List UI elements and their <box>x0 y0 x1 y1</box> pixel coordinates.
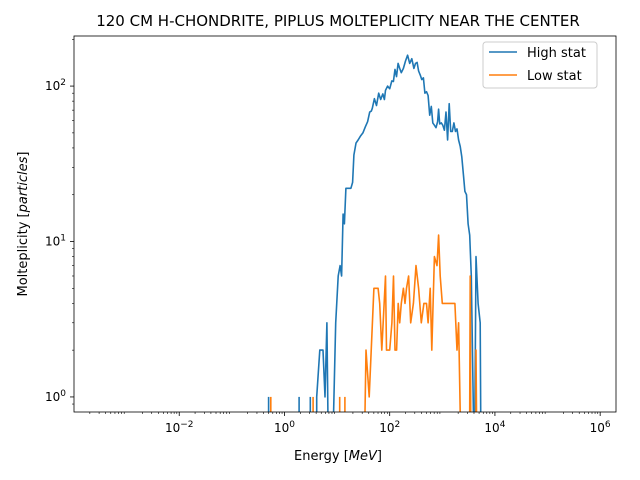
y-tick-label: 101 <box>45 234 66 249</box>
legend-label: High stat <box>527 46 586 61</box>
plot-frame <box>73 35 617 413</box>
y-tick-label: 102 <box>45 78 66 93</box>
x-axis-label: Energy [MeV] <box>294 449 382 464</box>
x-tick-label: 104 <box>484 420 505 435</box>
series-high-stat <box>267 54 482 412</box>
y-axis: 100 101 102 <box>45 38 74 405</box>
x-tick-label: 106 <box>590 420 611 435</box>
x-tick-label: 100 <box>274 420 295 435</box>
series-line <box>474 255 482 412</box>
series-line <box>475 349 478 412</box>
series-line <box>332 54 475 412</box>
x-tick-label: 102 <box>379 420 400 435</box>
legend-label: Low stat <box>527 69 582 84</box>
series-line <box>364 234 461 412</box>
series-line <box>468 275 472 412</box>
series-layer <box>267 54 482 412</box>
y-axis-label: Molteplicity [particles] <box>16 152 31 297</box>
y-tick-label: 100 <box>45 389 66 404</box>
x-tick-label: 10−2 <box>165 420 194 435</box>
legend: High stat Low stat <box>482 41 598 89</box>
series-low-stat <box>269 234 478 412</box>
plot-area <box>73 35 617 413</box>
legend-box <box>482 41 598 89</box>
x-axis: 10−2 100 102 104 106 <box>89 412 611 435</box>
series-line <box>315 321 329 412</box>
chart-title: 120 CM H-CHONDRITE, PIPLUS MOLTEPLICITY … <box>96 12 580 30</box>
